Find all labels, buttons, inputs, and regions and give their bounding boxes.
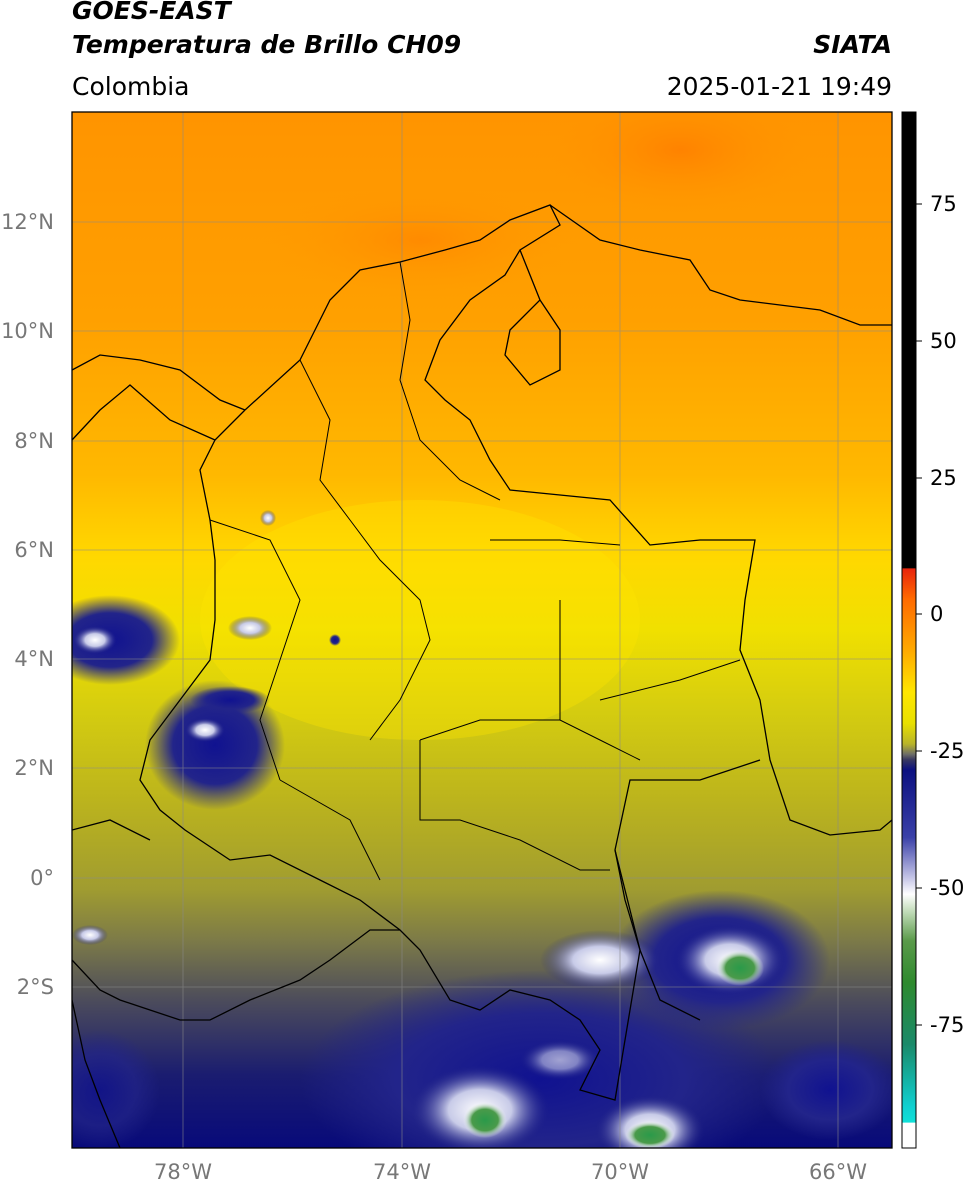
lon-label-70w: 70°W (591, 1160, 649, 1184)
lat-label-8n: 8°N (14, 429, 54, 453)
lat-label-6n: 6°N (14, 538, 54, 562)
org-label: SIATA (813, 30, 892, 59)
brightness-temperature-field (72, 112, 892, 1148)
satellite-title: GOES-EAST (72, 0, 231, 25)
region-label: Colombia (72, 72, 190, 101)
lon-label-74w: 74°W (373, 1160, 431, 1184)
map-frame (71, 111, 893, 1149)
colorbar-label-neg75: -75 (930, 1013, 965, 1037)
country-borders (72, 204, 892, 1148)
lat-label-0: 0° (30, 866, 54, 890)
colorbar (901, 111, 917, 1149)
product-title: Temperatura de Brillo CH09 (72, 30, 462, 59)
colorbar-label-neg25: -25 (930, 739, 965, 763)
colorbar-label-50: 50 (930, 329, 957, 353)
lat-label-2s: 2°S (16, 975, 54, 999)
colorbar-label-25: 25 (930, 466, 957, 490)
datetime-label: 2025-01-21 19:49 (666, 72, 892, 101)
lon-label-66w: 66°W (809, 1160, 867, 1184)
lon-label-78w: 78°W (154, 1160, 212, 1184)
graticule (72, 112, 892, 1148)
lat-label-2n: 2°N (14, 756, 54, 780)
colorbar-label-0: 0 (930, 602, 944, 626)
colorbar-ticks (916, 203, 922, 1026)
colorbar-label-75: 75 (930, 192, 957, 216)
lat-label-12n: 12°N (1, 210, 54, 234)
lat-label-10n: 10°N (1, 319, 54, 343)
lat-label-4n: 4°N (14, 647, 54, 671)
colorbar-label-neg50: -50 (930, 876, 965, 900)
